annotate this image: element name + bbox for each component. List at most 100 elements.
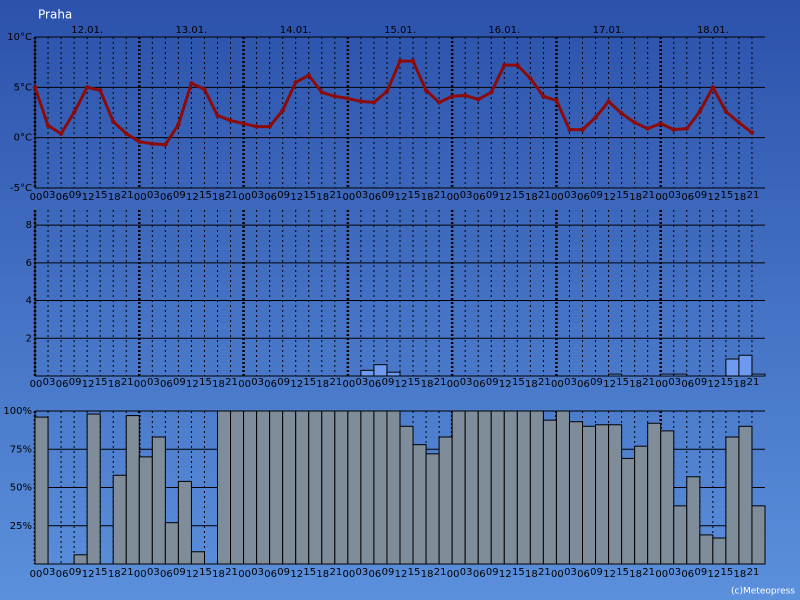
bar [190,551,205,565]
x-tick-label: 00 [238,569,251,580]
temperature-point [697,109,703,114]
x-tick-label: 00 [655,192,668,203]
temperature-point [111,119,116,124]
x-tick-label: 21 [121,190,134,201]
temperature-point [371,100,377,105]
x-tick-label: 21 [329,377,342,388]
x-tick-label: 09 [277,377,290,388]
x-tick-label: 00 [134,379,147,390]
bar [621,457,636,565]
x-tick-label: 18 [734,569,747,580]
temperature-point [58,131,64,136]
x-tick-label: 12 [82,192,95,203]
bar [243,410,258,565]
x-tick-label: 12 [290,569,303,580]
temperature-point [449,94,455,99]
x-tick-label: 15 [408,190,421,201]
x-tick-label: 12 [186,192,199,203]
bar [451,410,466,565]
x-tick-label: 15 [408,567,421,578]
x-tick-label: 06 [473,192,486,203]
bar [503,410,518,565]
x-tick-label: 21 [434,377,447,388]
x-tick-label: 12 [395,569,408,580]
temperature-point [515,62,520,68]
x-tick-label: 12 [290,379,303,390]
y-tick-label: 25% [10,521,32,532]
y-tick-label: 75% [10,444,32,455]
temperature-point [489,90,494,95]
temperature-point [632,120,637,125]
x-tick-label: 09 [69,567,82,578]
temperature-point [658,121,663,126]
bar [477,410,492,565]
x-tick-label: 00 [551,192,564,203]
x-tick-label: 15 [199,567,212,578]
temperature-point [45,123,51,128]
x-tick-label: 06 [577,569,590,580]
temperature-point [124,131,129,136]
x-tick-label: 12 [290,192,303,203]
x-tick-label: 18 [421,569,434,580]
x-tick-label: 00 [551,569,564,580]
bar [425,453,440,565]
credit: (c)Meteopress [731,587,795,597]
temperature-point [150,141,155,146]
x-tick-label: 06 [473,379,486,390]
temperature-point [476,97,481,102]
bar [516,410,531,565]
bar [386,410,401,565]
x-tick-label: 00 [134,192,147,203]
x-tick-label: 00 [447,379,460,390]
y-tick-label: 5°C [14,82,32,93]
temperature-point [345,96,351,101]
bar [73,554,88,565]
bar [725,436,740,565]
x-tick-label: 18 [108,192,121,203]
temperature-point [176,122,181,127]
x-tick-label: 15 [95,377,108,388]
bar [647,422,662,565]
x-tick-label: 09 [69,190,82,201]
bar [738,354,753,377]
x-tick-label: 12 [707,192,720,203]
bar [608,424,623,565]
temperature-point [189,81,194,86]
x-tick-label: 06 [369,192,382,203]
y-tick-label: 10°C [7,32,32,43]
bar [112,474,127,565]
x-tick-label: 09 [277,190,290,201]
x-tick-label: 00 [655,379,668,390]
temperature-point [293,80,298,85]
x-tick-label: 12 [395,192,408,203]
x-tick-label: 12 [82,569,95,580]
temperature-point [423,88,429,93]
x-tick-label: 15 [616,377,629,388]
x-tick-label: 09 [173,567,186,578]
location-title: Praha [38,8,72,22]
bar [399,425,414,565]
x-tick-label: 03 [356,567,369,578]
bar [177,480,192,565]
x-tick-label: 21 [747,377,760,388]
day-label: 14.01. [280,25,312,36]
temperature-point [567,127,572,132]
x-tick-label: 18 [316,569,329,580]
x-tick-label: 15 [95,190,108,201]
x-tick-label: 15 [303,567,316,578]
x-tick-label: 15 [95,567,108,578]
x-tick-label: 03 [460,377,473,388]
x-tick-label: 06 [56,192,69,203]
x-tick-label: 00 [342,192,355,203]
bar [230,410,245,565]
x-tick-label: 06 [577,192,590,203]
bar [321,410,336,565]
bar [738,425,753,565]
x-tick-label: 12 [186,379,199,390]
bar [529,410,544,565]
x-tick-label: 09 [486,377,499,388]
x-tick-label: 15 [616,190,629,201]
x-tick-label: 03 [356,190,369,201]
temperature-point [215,113,220,118]
